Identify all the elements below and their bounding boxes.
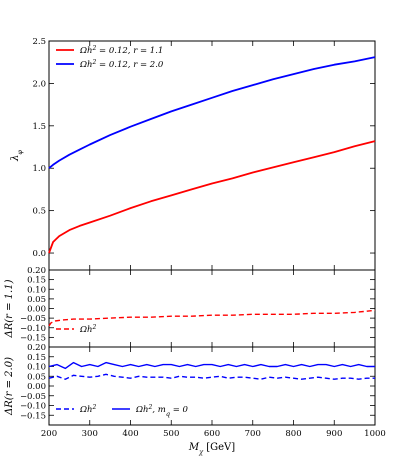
y-tick-label: 0.20 <box>27 266 46 276</box>
legend-label: Ωh2 <box>79 404 97 416</box>
x-axis-label: Mχ [GeV] <box>188 442 235 456</box>
x-tick-label: 300 <box>82 429 98 439</box>
y-tick-label: 1.5 <box>32 122 46 132</box>
x-tick-label: 900 <box>326 429 342 439</box>
y-tick-label: 2.0 <box>32 79 46 89</box>
series-line-3-2 <box>48 361 375 370</box>
y-tick-label: 0.00 <box>27 305 46 315</box>
y-tick-label: −0.15 <box>20 333 46 343</box>
x-tick-label: 400 <box>122 429 138 439</box>
legend-label: Ωh2 = 0.12, r = 2.0 <box>79 59 164 71</box>
y-tick-label: 0.0 <box>32 249 46 259</box>
x-tick-label: 700 <box>245 429 261 439</box>
y-tick-label: 0.15 <box>27 276 46 286</box>
y-tick-label: 0.00 <box>27 382 46 392</box>
panel-1-frame <box>48 40 376 271</box>
x-tick-label: 500 <box>163 429 179 439</box>
x-tick-label: 1000 <box>364 429 386 439</box>
x-tick-label: 800 <box>285 429 301 439</box>
y-tick-label: 0.5 <box>32 207 46 217</box>
y-tick-label: 0.05 <box>27 372 46 382</box>
series-line-2-1 <box>48 309 376 327</box>
y-tick-label: 0.10 <box>27 285 46 295</box>
legend-label: Ωh2 <box>79 324 97 336</box>
y-axis-label: ΔR(r = 1.1) <box>4 279 15 338</box>
y-tick-label: −0.10 <box>20 402 46 412</box>
legend-label: Ωh2 = 0.12, r = 1.1 <box>79 45 163 57</box>
y-tick-label: 0.15 <box>27 353 46 363</box>
y-tick-label: −0.15 <box>20 411 46 421</box>
x-tick-label: 600 <box>204 429 220 439</box>
y-tick-label: 1.0 <box>32 164 46 174</box>
y-tick-label: −0.10 <box>20 324 46 334</box>
y-tick-label: −0.05 <box>20 392 46 402</box>
legend-label: Ωh2, mq = 0 <box>135 404 189 419</box>
x-tick-label: 200 <box>41 429 57 439</box>
series-line-1-1 <box>48 140 376 254</box>
y-axis-label: ΔR(r = 2.0) <box>4 357 15 416</box>
y-tick-label: 2.5 <box>32 37 46 47</box>
y-axis-label: λφ <box>10 150 24 162</box>
panel-2-frame <box>48 269 376 348</box>
y-tick-label: 0.20 <box>27 343 46 353</box>
series-line-3-1 <box>48 373 375 380</box>
y-tick-label: 0.05 <box>27 295 46 305</box>
y-tick-label: −0.05 <box>20 314 46 324</box>
y-tick-label: 0.10 <box>27 363 46 373</box>
panel-3-frame <box>48 346 376 426</box>
series-line-1-2 <box>48 56 376 169</box>
